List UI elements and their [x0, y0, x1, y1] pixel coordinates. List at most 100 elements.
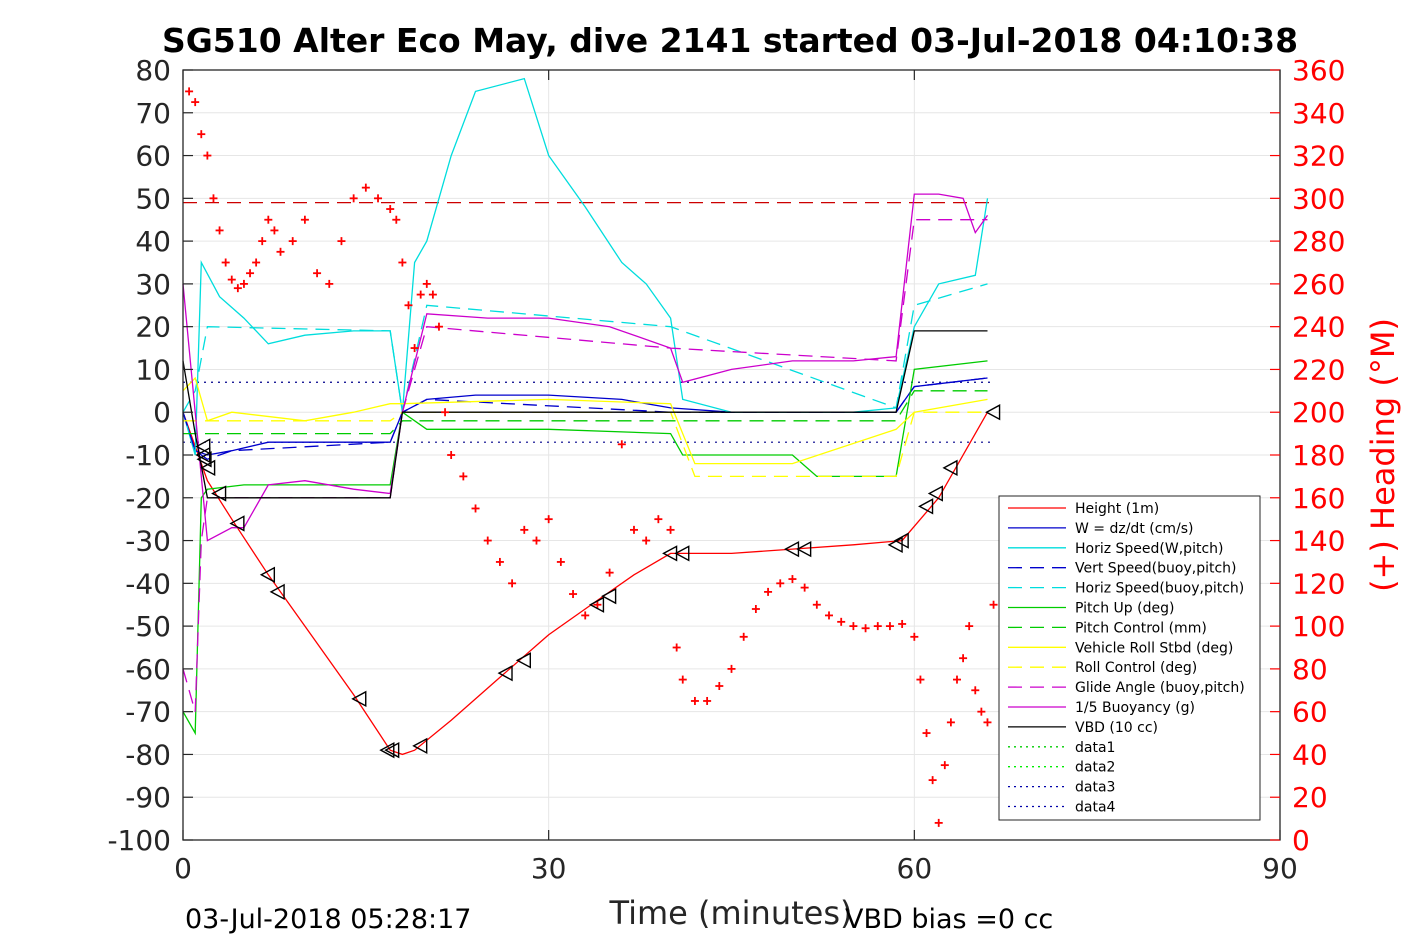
left-tick-label: -100	[107, 824, 171, 857]
left-tick-label: 30	[135, 268, 171, 301]
left-tick-label: -90	[125, 781, 171, 814]
left-tick-label: -80	[125, 738, 171, 771]
legend-entry: Roll Control (deg)	[1075, 660, 1197, 676]
turn-marker	[515, 652, 531, 669]
legend-entry: data3	[1075, 780, 1115, 796]
series-line	[182, 376, 988, 465]
series-line	[182, 283, 988, 413]
turn-markers	[195, 404, 1001, 759]
heading-point	[934, 818, 943, 827]
heading-point	[672, 643, 681, 652]
left-tick-label: 70	[135, 97, 171, 130]
heading-point	[922, 729, 931, 738]
heading-point	[215, 226, 224, 235]
heading-point	[849, 622, 858, 631]
heading-point	[983, 718, 992, 727]
heading-point	[873, 622, 882, 631]
heading-point	[428, 290, 437, 299]
heading-point	[727, 664, 736, 673]
heading-point	[459, 472, 468, 481]
heading-point	[928, 776, 937, 785]
turn-marker	[195, 438, 211, 455]
heading-point	[581, 611, 590, 620]
heading-point	[300, 215, 309, 224]
legend-entry: Vehicle Roll Stbd (deg)	[1075, 640, 1233, 656]
turn-marker	[985, 404, 1001, 421]
axis-ticks: 80706050403020100-10-20-30-40-50-60-70-8…	[107, 54, 1345, 885]
turn-marker	[196, 451, 212, 468]
heading-point	[185, 87, 194, 96]
heading-point	[898, 619, 907, 628]
heading-point	[751, 605, 760, 613]
right-tick-label: 140	[1292, 525, 1345, 558]
turn-marker	[497, 664, 513, 682]
heading-point	[404, 301, 413, 310]
heading-point	[191, 98, 200, 107]
chart-title: SG510 Alter Eco May, dive 2141 started 0…	[162, 21, 1298, 60]
heading-point	[239, 279, 248, 288]
heading-point	[471, 504, 480, 513]
legend-entry: Pitch Up (deg)	[1075, 601, 1174, 617]
left-tick-label: 20	[135, 311, 171, 344]
legend-entry: VBD (10 cc)	[1075, 720, 1158, 736]
heading-point	[690, 696, 699, 705]
heading-point	[569, 590, 578, 599]
heading-point	[252, 258, 261, 267]
heading-point	[629, 525, 638, 534]
heading-point	[276, 247, 285, 256]
heading-point	[422, 279, 431, 288]
vbd-bias-label: VBD bias =0 cc	[845, 904, 1053, 935]
heading-point	[678, 675, 687, 684]
turn-marker	[351, 690, 367, 708]
legend: Height (1m) W = dz/dt (cm/s) Horiz Speed(W…	[998, 495, 1261, 821]
turn-marker	[918, 498, 934, 515]
turn-marker	[195, 446, 211, 464]
series-line	[182, 77, 989, 456]
legend-entry: data1	[1075, 740, 1115, 756]
left-tick-label: 80	[135, 54, 171, 87]
heading-point	[885, 622, 894, 631]
turn-marker	[379, 741, 395, 759]
right-tick-label: 260	[1292, 268, 1345, 301]
heading-point	[337, 237, 346, 246]
reference-lines	[183, 202, 994, 443]
heading-point	[715, 682, 724, 690]
x-tick-label: 90	[1262, 852, 1298, 885]
heading-point	[642, 536, 651, 545]
heading-point	[776, 579, 785, 588]
legend-box	[998, 495, 1261, 821]
x-tick-label: 30	[531, 852, 567, 885]
right-tick-label: 160	[1292, 482, 1345, 515]
x-axis-label: Time (minutes)	[609, 894, 853, 932]
series-line	[182, 411, 989, 756]
right-tick-label: 300	[1292, 182, 1345, 215]
heading-point	[971, 686, 980, 695]
heading-point	[374, 194, 383, 203]
legend-entry: 1/5 Buoyancy (g)	[1075, 700, 1195, 716]
heading-point	[788, 575, 797, 584]
heading-point	[361, 183, 370, 192]
series-line	[183, 390, 988, 435]
heading-point	[227, 275, 236, 284]
heading-point	[416, 290, 425, 299]
heading-point	[654, 515, 663, 524]
legend-entry: Height (1m)	[1075, 501, 1159, 517]
turn-marker	[601, 587, 617, 605]
heading-point	[209, 194, 218, 203]
left-tick-label: -50	[125, 610, 171, 643]
turn-marker	[942, 459, 958, 477]
left-tick-label: -30	[125, 525, 171, 558]
heading-point	[989, 600, 998, 609]
left-tick-label: 10	[135, 353, 171, 386]
left-tick-label: 0	[153, 396, 171, 429]
heading-point	[617, 440, 626, 449]
heading-point	[825, 611, 834, 620]
heading-scatter	[185, 87, 998, 827]
heading-point	[965, 622, 974, 631]
right-tick-label: 200	[1292, 396, 1345, 429]
heading-point	[270, 226, 279, 235]
legend-entry: Vert Speed(buoy,pitch)	[1075, 561, 1237, 577]
heading-point	[483, 536, 492, 545]
heading-point	[246, 269, 255, 278]
